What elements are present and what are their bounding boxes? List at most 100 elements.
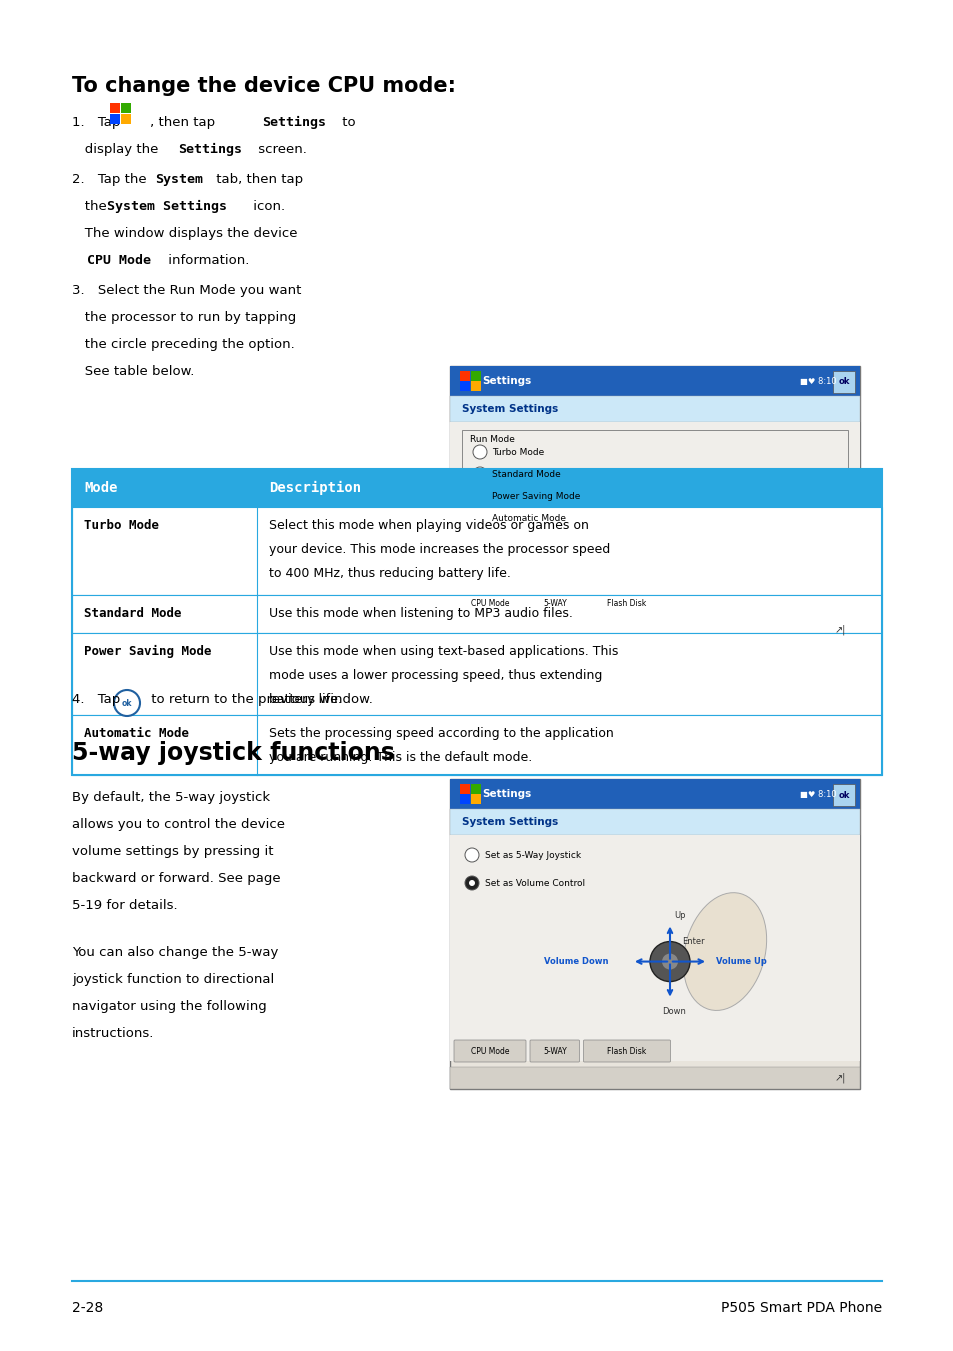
Text: ■♥ 8:10: ■♥ 8:10 (800, 789, 836, 798)
Text: 1. Tap       , then tap: 1. Tap , then tap (71, 116, 219, 128)
Text: By default, the 5-way joystick: By default, the 5-way joystick (71, 790, 270, 804)
Bar (471, 784, 480, 794)
FancyBboxPatch shape (530, 1040, 578, 1062)
Text: display the: display the (71, 143, 162, 155)
Text: to return to the previous window.: to return to the previous window. (147, 693, 373, 707)
Circle shape (661, 954, 678, 970)
Text: ↗|: ↗| (834, 1073, 845, 1084)
Text: System Settings: System Settings (107, 200, 227, 213)
Text: backward or forward. See page: backward or forward. See page (71, 871, 280, 885)
Text: You can also change the 5-way: You can also change the 5-way (71, 946, 278, 959)
Text: Flash Disk: Flash Disk (607, 1047, 646, 1055)
Text: the processor to run by tapping: the processor to run by tapping (71, 311, 296, 324)
Circle shape (469, 880, 475, 886)
Text: 5-way joystick functions: 5-way joystick functions (71, 740, 395, 765)
Text: Volume Down: Volume Down (543, 957, 608, 966)
Text: 2. Tap the: 2. Tap the (71, 173, 151, 186)
Bar (71, 469, 882, 775)
Bar (450, 619, 859, 640)
Text: navigator using the following: navigator using the following (71, 1000, 267, 1013)
Text: The window displays the device: The window displays the device (71, 227, 297, 240)
FancyBboxPatch shape (454, 1040, 525, 1062)
Text: System Settings: System Settings (461, 404, 558, 413)
Text: to 400 MHz, thus reducing battery life.: to 400 MHz, thus reducing battery life. (269, 567, 511, 580)
Bar (121, 103, 131, 113)
Text: CPU Mode: CPU Mode (470, 1047, 509, 1055)
Text: Settings: Settings (262, 116, 326, 130)
Text: Run Mode: Run Mode (470, 435, 515, 444)
Text: the circle preceding the option.: the circle preceding the option. (71, 338, 294, 351)
Circle shape (473, 444, 486, 459)
Text: you are running. This is the default mode.: you are running. This is the default mod… (269, 751, 532, 765)
Text: Settings: Settings (481, 789, 531, 798)
Text: Flash Disk: Flash Disk (607, 598, 646, 608)
Text: Standard Mode: Standard Mode (492, 470, 560, 478)
Circle shape (464, 875, 478, 890)
Text: mode uses a lower processing speed, thus extending: mode uses a lower processing speed, thus… (269, 669, 601, 682)
Text: Standard Mode: Standard Mode (84, 607, 181, 620)
Text: allows you to control the device: allows you to control the device (71, 817, 285, 831)
Text: to: to (337, 116, 355, 128)
Circle shape (113, 690, 140, 716)
Text: screen.: screen. (253, 143, 307, 155)
Bar (832, 784, 854, 807)
Bar (459, 372, 470, 381)
Circle shape (476, 515, 482, 521)
Bar (110, 113, 120, 124)
Text: Automatic Mode: Automatic Mode (492, 513, 565, 523)
Text: joystick function to directional: joystick function to directional (71, 973, 274, 986)
Text: 5-WAY: 5-WAY (542, 1047, 566, 1055)
Text: System: System (154, 173, 203, 186)
Bar (71, 634, 882, 715)
Bar (450, 780, 859, 1089)
Text: Use this mode when listening to MP3 audio files.: Use this mode when listening to MP3 audi… (269, 607, 572, 620)
FancyBboxPatch shape (583, 592, 670, 613)
Text: Turbo Mode: Turbo Mode (84, 519, 159, 532)
FancyBboxPatch shape (530, 592, 578, 613)
Bar (450, 366, 859, 640)
Text: System Settings: System Settings (461, 817, 558, 827)
Bar (450, 780, 859, 809)
Text: ok: ok (838, 790, 849, 800)
Bar (450, 366, 859, 396)
Text: volume settings by pressing it: volume settings by pressing it (71, 844, 274, 858)
Text: To change the device CPU mode:: To change the device CPU mode: (71, 76, 456, 96)
Text: Down: Down (661, 1006, 685, 1016)
Text: Enter: Enter (681, 938, 704, 946)
Text: Description: Description (269, 481, 361, 494)
Circle shape (473, 489, 486, 503)
Text: 3. Select the Run Mode you want: 3. Select the Run Mode you want (71, 284, 301, 297)
Text: P505 Smart PDA Phone: P505 Smart PDA Phone (720, 1301, 882, 1315)
Text: See table below.: See table below. (71, 365, 194, 378)
Text: Set as Volume Control: Set as Volume Control (484, 878, 584, 888)
Text: Power Saving Mode: Power Saving Mode (492, 492, 579, 500)
FancyBboxPatch shape (583, 1040, 670, 1062)
Text: Settings: Settings (178, 143, 242, 157)
Text: Select this mode when playing videos or games on: Select this mode when playing videos or … (269, 519, 588, 532)
Bar (459, 381, 470, 390)
Bar (71, 507, 882, 594)
Text: Settings: Settings (481, 376, 531, 386)
Text: CPU Mode: CPU Mode (470, 598, 509, 608)
Text: Sets the processing speed according to the application: Sets the processing speed according to t… (269, 727, 613, 740)
Text: Volume Up: Volume Up (716, 957, 766, 966)
Text: 5-WAY: 5-WAY (542, 598, 566, 608)
Text: information.: information. (164, 254, 249, 267)
Bar (71, 469, 882, 507)
Circle shape (473, 511, 486, 526)
Text: Set as 5-Way Joystick: Set as 5-Way Joystick (484, 851, 580, 859)
Text: your device. This mode increases the processor speed: your device. This mode increases the pro… (269, 543, 610, 557)
Bar (450, 835, 859, 1061)
Text: Use this mode when using text-based applications. This: Use this mode when using text-based appl… (269, 644, 618, 658)
Ellipse shape (682, 893, 766, 1011)
Text: Up: Up (673, 911, 685, 920)
Bar (450, 396, 859, 422)
Bar (71, 594, 882, 634)
Text: Automatic Mode: Automatic Mode (84, 727, 189, 740)
Bar (461, 430, 847, 540)
Text: 4. Tap: 4. Tap (71, 693, 125, 707)
Bar (471, 372, 480, 381)
Circle shape (473, 467, 486, 481)
Text: ■♥ 8:10: ■♥ 8:10 (800, 377, 836, 385)
Bar (459, 794, 470, 804)
